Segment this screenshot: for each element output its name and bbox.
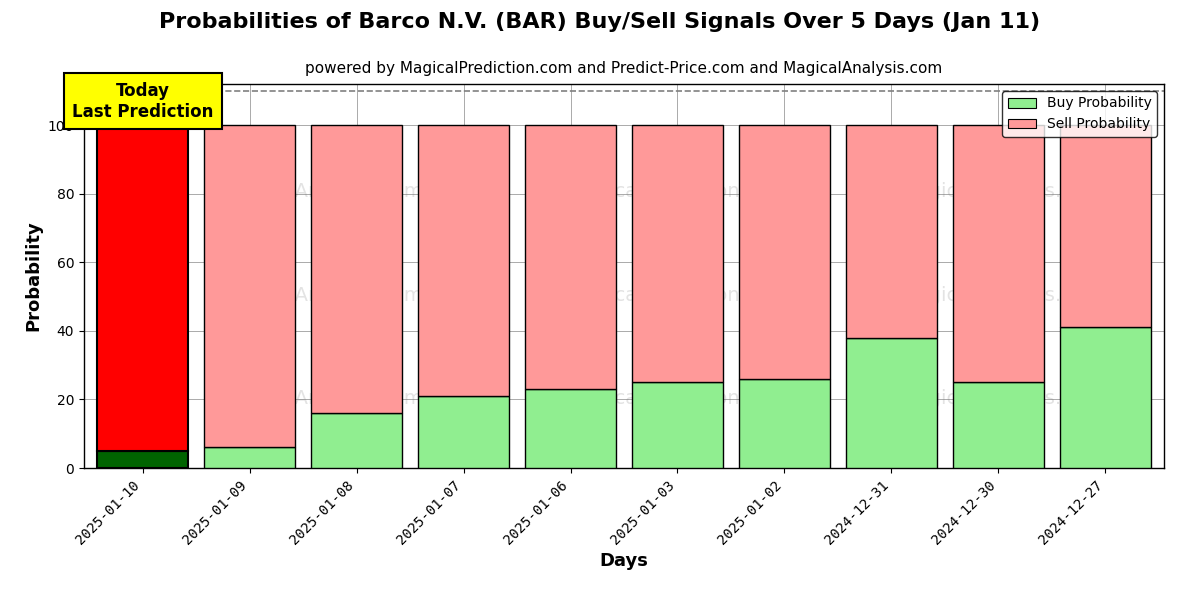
Bar [97,125,188,451]
Bar [846,125,937,338]
Text: MagicalPrediction.com: MagicalPrediction.com [569,389,787,409]
Bar [418,396,509,468]
Text: MagicalPrediction.com: MagicalPrediction.com [569,182,787,201]
Bar [526,125,616,389]
Y-axis label: Probability: Probability [24,221,42,331]
Bar [1060,328,1151,468]
Bar [204,125,295,448]
Bar [1060,125,1151,328]
Bar [953,382,1044,468]
Bar [846,338,937,468]
Text: MagicalAnalysis.com: MagicalAnalysis.com [221,286,422,305]
Text: MagicalPrediction.com: MagicalPrediction.com [569,286,787,305]
Title: powered by MagicalPrediction.com and Predict-Price.com and MagicalAnalysis.com: powered by MagicalPrediction.com and Pre… [305,61,943,76]
Bar [739,125,830,379]
Bar [418,125,509,396]
Bar [632,125,722,382]
Bar [311,125,402,413]
X-axis label: Days: Days [600,553,648,571]
Text: MagicalAnalysis.com: MagicalAnalysis.com [221,389,422,409]
Bar [953,125,1044,382]
Bar [97,451,188,468]
Text: MagicalAnalysis.com: MagicalAnalysis.com [901,286,1103,305]
Legend: Buy Probability, Sell Probability: Buy Probability, Sell Probability [1002,91,1157,137]
Bar [204,448,295,468]
Bar [739,379,830,468]
Bar [526,389,616,468]
Bar [311,413,402,468]
Text: Today
Last Prediction: Today Last Prediction [72,82,214,121]
Text: MagicalAnalysis.com: MagicalAnalysis.com [901,389,1103,409]
Text: Probabilities of Barco N.V. (BAR) Buy/Sell Signals Over 5 Days (Jan 11): Probabilities of Barco N.V. (BAR) Buy/Se… [160,12,1040,32]
Bar [632,382,722,468]
Text: MagicalAnalysis.com: MagicalAnalysis.com [901,182,1103,201]
Text: MagicalAnalysis.com: MagicalAnalysis.com [221,182,422,201]
